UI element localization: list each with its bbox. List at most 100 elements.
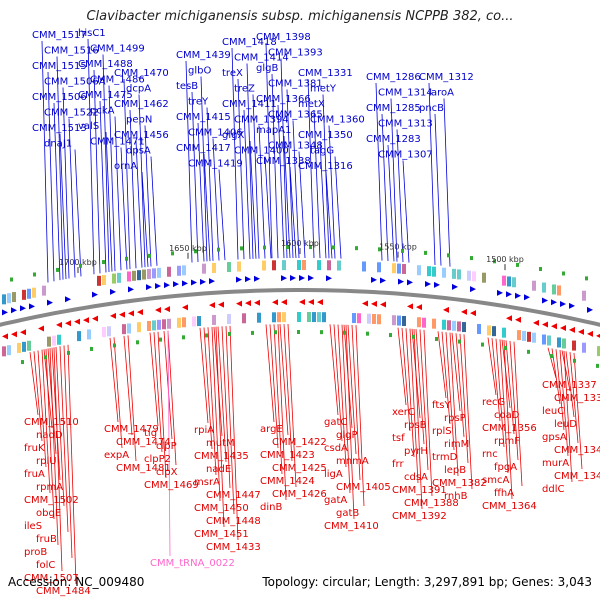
reverse-marker	[159, 337, 162, 342]
forward-connector	[328, 125, 336, 259]
forward-gene-arrow	[128, 286, 134, 293]
forward-gene-arrow	[146, 284, 152, 291]
reverse-cog-block	[397, 315, 401, 326]
reverse-marker	[573, 358, 576, 363]
forward-connector	[59, 133, 67, 280]
forward-cog-block	[167, 266, 171, 277]
forward-gene-arrow	[173, 281, 179, 288]
forward-cog-block	[12, 292, 16, 303]
forward-gene-arrow	[20, 305, 26, 312]
reverse-gene-arrow	[182, 304, 188, 311]
forward-gene-label: CMM_1314	[378, 88, 433, 99]
forward-gene-label: CMM_1331	[298, 68, 353, 79]
forward-gene-arrow	[92, 291, 98, 298]
reverse-cog-block	[47, 336, 51, 347]
forward-connector	[212, 138, 220, 261]
reverse-gene-label: clpP2	[144, 454, 171, 465]
forward-gene-label: CMM_1285	[366, 103, 421, 114]
reverse-connector	[163, 331, 173, 440]
reverse-gene-label: CMM_1481	[116, 463, 171, 474]
forward-cog-block	[127, 271, 131, 282]
reverse-gene-label: trmD	[432, 452, 458, 463]
forward-connector	[206, 107, 214, 261]
reverse-cog-block	[182, 317, 186, 328]
reverse-connector	[329, 324, 339, 416]
reverse-gene-label: CMM_1364	[482, 501, 537, 512]
reverse-cog-block	[352, 313, 356, 324]
reverse-cog-block	[522, 330, 526, 341]
forward-gene-label: dcpA	[126, 84, 151, 95]
reverse-cog-block	[272, 312, 276, 323]
reverse-gene-label: ddlC	[542, 484, 564, 495]
reverse-cog-block	[532, 332, 536, 343]
reverse-connector	[419, 329, 429, 471]
reverse-gene-label: CMM_1451	[194, 529, 249, 540]
forward-gene-label: CMM_1338	[256, 156, 311, 167]
forward-cog-block	[467, 270, 471, 281]
forward-cog-block	[7, 293, 11, 304]
forward-connector	[387, 144, 395, 262]
forward-marker	[10, 277, 13, 282]
forward-connector	[277, 104, 285, 259]
forward-gene-label: CMM_1415	[176, 112, 231, 123]
forward-gene-arrow	[290, 275, 296, 282]
reverse-gene-arrow	[218, 301, 224, 308]
reverse-gene-arrow	[371, 300, 377, 307]
reverse-cog-block	[17, 342, 21, 353]
forward-gene-arrow	[398, 278, 404, 285]
forward-cog-block	[147, 268, 151, 279]
forward-connector	[185, 60, 193, 263]
forward-cog-block	[377, 262, 381, 273]
reverse-connector	[437, 331, 447, 399]
forward-connector	[87, 38, 95, 275]
reverse-connector	[67, 344, 77, 585]
reverse-cog-block	[27, 340, 31, 351]
reverse-cog-block	[527, 331, 531, 342]
forward-gene-arrow	[281, 275, 287, 282]
forward-gene-label: CMM_1499	[90, 44, 145, 55]
reverse-connector	[491, 338, 501, 422]
reverse-connector	[33, 351, 43, 442]
forward-gene-label: CMM_1515	[32, 61, 87, 72]
reverse-cog-block	[137, 322, 141, 333]
forward-gene-label: glgB	[256, 63, 278, 74]
reverse-connector	[221, 326, 231, 489]
forward-connector	[390, 98, 398, 262]
reverse-gene-arrow	[443, 306, 449, 313]
reverse-gene-arrow	[560, 325, 566, 332]
reverse-gene-arrow	[128, 310, 134, 317]
forward-marker	[493, 259, 496, 264]
kbp-ticks: 1700 kbp 1650 kbp 1600 kbp 1550 kbp 1500 kbp	[59, 239, 524, 273]
reverse-cog-block	[547, 335, 551, 346]
forward-gene-label: hisC1	[78, 28, 106, 39]
forward-cog-block	[32, 287, 36, 298]
reverse-connector	[59, 346, 69, 533]
reverse-gene-labels: CMM_1510 nadD fruK rplU fruA rpmA CMM_1502 obgE…	[24, 380, 600, 597]
reverse-gene-arrow	[20, 329, 26, 336]
reverse-marker	[527, 349, 530, 354]
reverse-connector	[355, 325, 365, 507]
forward-connector	[375, 82, 383, 261]
forward-gene-label: CMM_1365	[268, 110, 323, 121]
forward-marker	[585, 276, 588, 281]
forward-connector	[114, 116, 122, 271]
reverse-gene-arrow	[119, 311, 125, 318]
reverse-connector	[555, 349, 565, 431]
reverse-connector	[445, 332, 455, 451]
forward-marker	[447, 253, 450, 258]
reverse-connector	[415, 329, 425, 445]
reverse-gene-label: CMM_1392	[392, 511, 447, 522]
forward-cog-block	[317, 260, 321, 271]
reverse-gene-arrow	[209, 302, 215, 309]
reverse-gene-label: CMM_1484	[36, 586, 91, 597]
reverse-gene-label: lepB	[444, 465, 466, 476]
reverse-cog-block	[322, 312, 326, 323]
reverse-connector	[341, 324, 351, 494]
forward-gene-label: CMM_1513	[32, 123, 87, 134]
forward-cog-block	[177, 265, 181, 276]
reverse-cog-block	[22, 341, 26, 352]
forward-gene-label: CMM_1406	[188, 128, 243, 139]
reverse-gene-label: tig	[144, 428, 157, 439]
forward-gene-arrow	[299, 275, 305, 282]
reverse-gene-label: ileS	[24, 521, 42, 532]
